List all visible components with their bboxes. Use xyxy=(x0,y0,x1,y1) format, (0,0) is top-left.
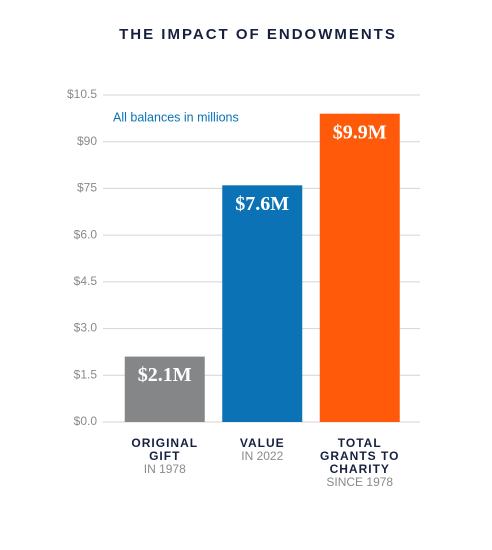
y-tick-label: $10.5 xyxy=(67,87,97,101)
value-label: $2.1M xyxy=(138,364,192,386)
category-note: SINCE 1978 xyxy=(326,475,394,489)
bars: $2.1M $7.6M $9.9M xyxy=(124,113,400,422)
x-tick-label: VALUE IN 2022 xyxy=(220,437,304,463)
bar xyxy=(222,185,303,422)
x-tick-label: TOTAL GRANTS TO CHARITY SINCE 1978 xyxy=(318,437,402,489)
bar xyxy=(319,113,400,422)
bar xyxy=(124,356,205,422)
category-note: IN 2022 xyxy=(241,449,284,463)
chart-title: THE IMPACT OF ENDOWMENTS xyxy=(119,26,397,43)
y-tick-label: $75 xyxy=(77,181,97,195)
category-name: VALUE xyxy=(239,436,285,450)
category-name: ORIGINAL GIFT xyxy=(131,436,199,463)
value-label: $7.6M xyxy=(235,193,289,215)
value-label: $9.9M xyxy=(333,121,387,143)
y-tick-label: $3.0 xyxy=(74,321,98,335)
category-name: TOTAL GRANTS TO CHARITY xyxy=(320,436,400,476)
annotation: All balances in millions xyxy=(113,110,239,124)
y-tick-label: $4.5 xyxy=(74,274,98,288)
y-tick-label: $0.0 xyxy=(74,414,98,428)
y-tick-label: $90 xyxy=(77,134,97,148)
x-tick-label: ORIGINAL GIFT IN 1978 xyxy=(123,437,207,476)
y-tick-label: $1.5 xyxy=(74,367,98,381)
category-note: IN 1978 xyxy=(143,462,186,476)
y-tick-label: $6.0 xyxy=(74,227,98,241)
